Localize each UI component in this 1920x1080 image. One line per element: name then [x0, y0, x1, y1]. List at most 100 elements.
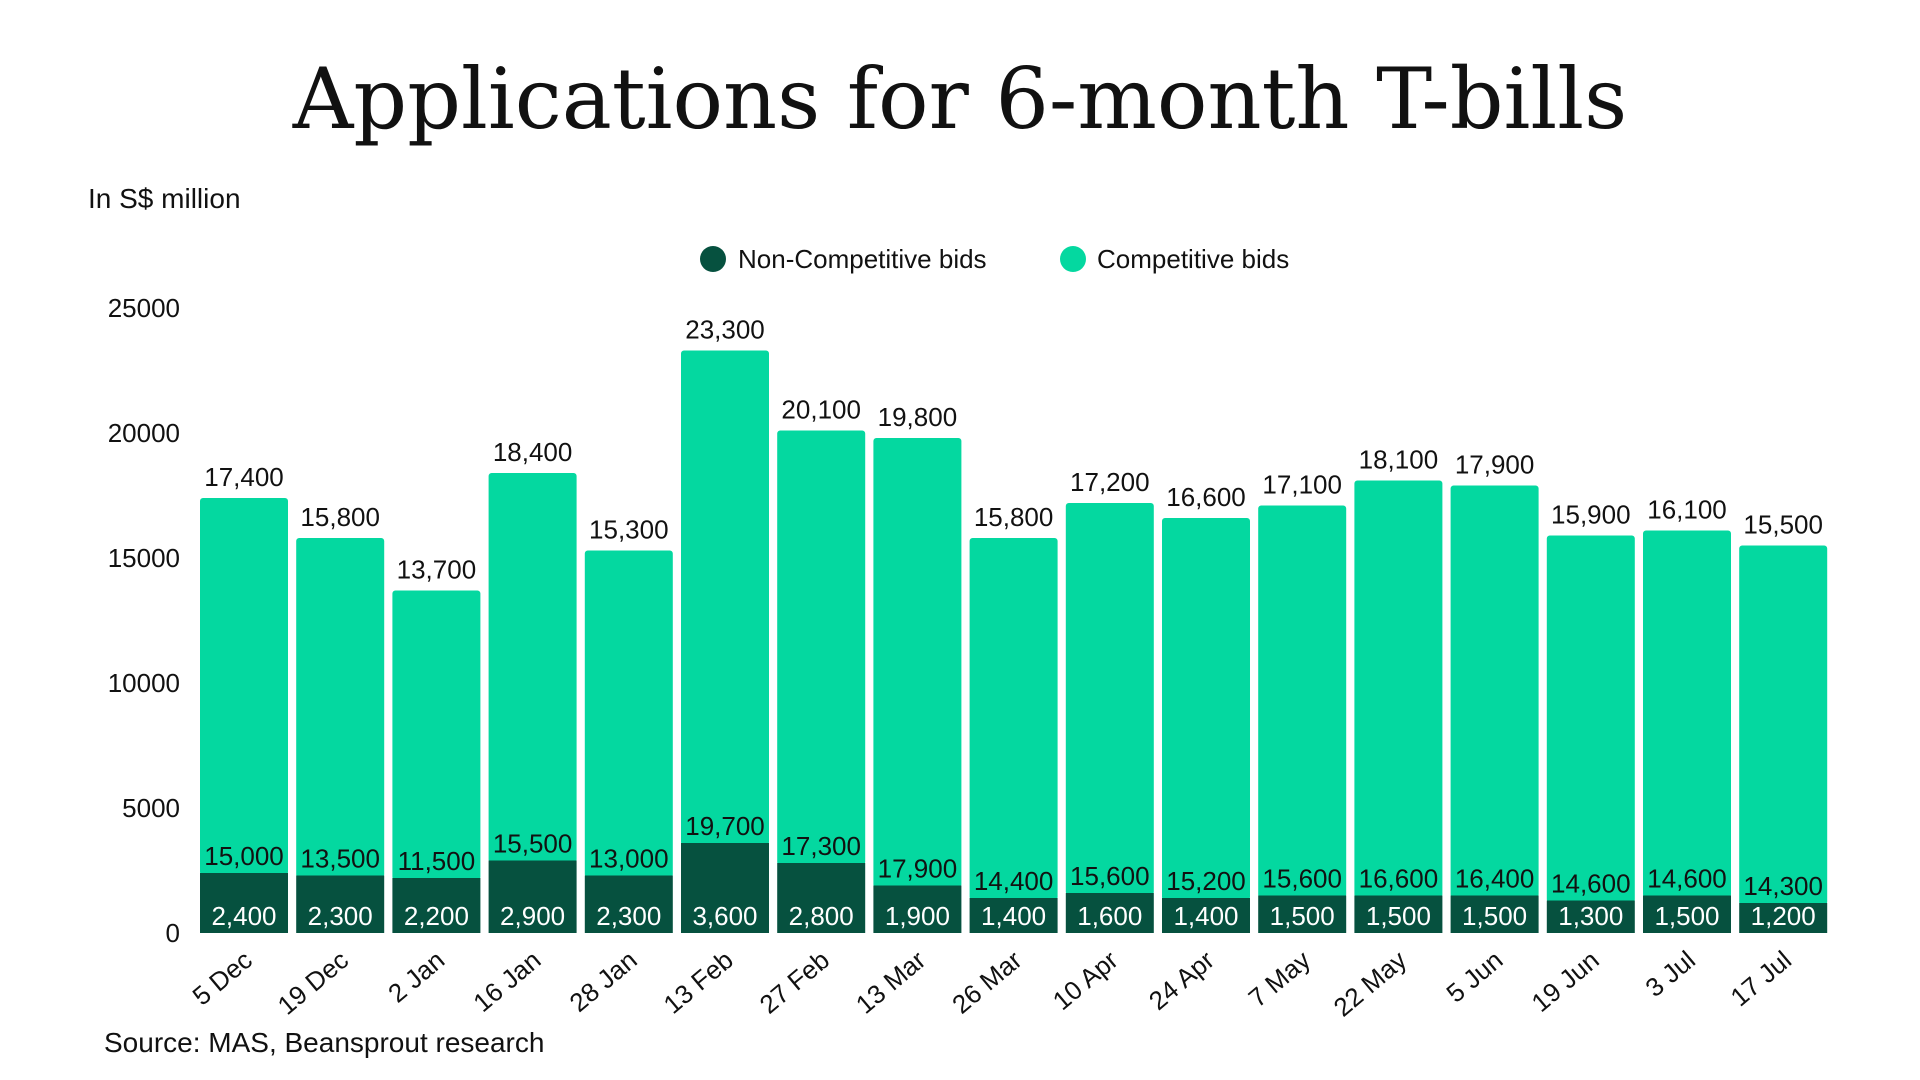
non-competitive-value-label: 1,500: [1366, 901, 1431, 931]
bar-competitive: [392, 590, 481, 880]
bar-competitive: [488, 473, 577, 863]
competitive-value-label: 13,000: [589, 844, 669, 874]
bar-non-competitive: [1354, 895, 1443, 933]
bar-group: 16,100 14,600 1,500: [1643, 495, 1731, 933]
x-tick-label: 5 Dec: [187, 945, 258, 1012]
bar-competitive: [1065, 503, 1154, 895]
total-value-label: 17,100: [1262, 470, 1342, 500]
x-tick-label: 17 Jul: [1725, 945, 1797, 1013]
bar-non-competitive: [1450, 895, 1539, 933]
bar-competitive: [1450, 485, 1539, 898]
x-tick-label: 26 Mar: [946, 944, 1028, 1019]
chart-title: Applications for 6-month T-bills: [292, 50, 1627, 148]
competitive-value-label: 19,700: [685, 811, 765, 841]
competitive-value-label: 15,600: [1070, 861, 1150, 891]
competitive-value-label: 14,300: [1743, 871, 1823, 901]
non-competitive-value-label: 1,600: [1077, 901, 1142, 931]
bar-non-competitive: [969, 898, 1058, 933]
bar-group: 16,600 15,200 1,400: [1162, 482, 1250, 933]
bar-group: 23,300 19,700 3,600: [681, 315, 769, 933]
total-value-label: 15,800: [974, 502, 1054, 532]
legend-label-competitive: Competitive bids: [1097, 244, 1289, 274]
total-value-label: 17,200: [1070, 467, 1150, 497]
total-value-label: 17,400: [204, 462, 284, 492]
competitive-value-label: 14,400: [974, 866, 1054, 896]
bars: 17,400 15,000 2,400 15,800 13,500 2,300 13,700…: [200, 315, 1828, 933]
competitive-value-label: 15,000: [204, 841, 284, 871]
non-competitive-value-label: 1,500: [1654, 901, 1719, 931]
competitive-value-label: 13,500: [300, 844, 380, 874]
total-value-label: 18,100: [1359, 445, 1439, 475]
bar-group: 18,400 15,500 2,900: [488, 437, 577, 933]
non-competitive-value-label: 2,300: [308, 901, 373, 931]
total-value-label: 16,100: [1647, 495, 1727, 525]
total-value-label: 16,600: [1166, 482, 1246, 512]
source-note: Source: MAS, Beansprout research: [104, 1027, 544, 1058]
competitive-value-label: 17,900: [878, 854, 958, 884]
non-competitive-value-label: 2,400: [211, 901, 276, 931]
bar-competitive: [1354, 480, 1443, 898]
competitive-value-label: 14,600: [1647, 864, 1727, 894]
bar-group: 15,300 13,000 2,300: [584, 515, 673, 933]
competitive-value-label: 15,200: [1166, 866, 1246, 896]
bar-non-competitive: [1739, 903, 1828, 933]
non-competitive-value-label: 2,200: [404, 901, 469, 931]
y-tick-label: 10000: [108, 668, 180, 698]
competitive-value-label: 16,400: [1455, 864, 1535, 894]
non-competitive-value-label: 1,200: [1751, 901, 1816, 931]
x-tick-label: 13 Mar: [850, 944, 932, 1019]
non-competitive-value-label: 2,800: [789, 901, 854, 931]
bar-group: 19,800 17,900 1,900: [873, 402, 962, 933]
bar-non-competitive: [1065, 893, 1154, 933]
non-competitive-value-label: 1,900: [885, 901, 950, 931]
non-competitive-value-label: 2,900: [500, 901, 565, 931]
competitive-value-label: 14,600: [1551, 869, 1631, 899]
bar-non-competitive: [392, 878, 481, 933]
non-competitive-value-label: 1,400: [981, 901, 1046, 931]
total-value-label: 18,400: [493, 437, 573, 467]
bar-group: 13,700 11,500 2,200: [392, 555, 481, 933]
bar-non-competitive: [200, 873, 288, 933]
legend-label-non-competitive: Non-Competitive bids: [738, 244, 987, 274]
competitive-value-label: 15,600: [1262, 864, 1342, 894]
y-axis: 0 5000 10000 15000 20000 25000: [108, 293, 180, 948]
x-tick-label: 10 Apr: [1047, 944, 1124, 1016]
bar-non-competitive: [1258, 895, 1347, 933]
legend-swatch-non-competitive: [700, 246, 726, 272]
x-tick-label: 3 Jul: [1640, 945, 1701, 1003]
competitive-value-label: 15,500: [493, 829, 573, 859]
total-value-label: 20,100: [781, 395, 861, 425]
x-tick-label: 13 Feb: [658, 945, 739, 1020]
non-competitive-value-label: 1,500: [1462, 901, 1527, 931]
bar-non-competitive: [1162, 898, 1250, 933]
y-axis-unit-label: In S$ million: [88, 183, 241, 214]
total-value-label: 15,300: [589, 515, 669, 545]
competitive-value-label: 11,500: [398, 846, 476, 876]
y-tick-label: 25000: [108, 293, 180, 323]
bar-non-competitive: [1546, 900, 1635, 933]
y-tick-label: 0: [166, 918, 180, 948]
x-tick-label: 7 May: [1243, 945, 1317, 1013]
bar-competitive: [1739, 545, 1828, 905]
non-competitive-value-label: 1,300: [1558, 901, 1623, 931]
bar-competitive: [777, 430, 866, 865]
bar-competitive: [1546, 535, 1635, 903]
bar-competitive: [296, 538, 385, 878]
total-value-label: 13,700: [397, 555, 477, 585]
y-tick-label: 20000: [108, 418, 180, 448]
total-value-label: 15,800: [300, 502, 380, 532]
x-tick-label: 19 Dec: [272, 945, 354, 1021]
non-competitive-value-label: 3,600: [692, 901, 757, 931]
competitive-value-label: 17,300: [781, 831, 861, 861]
bar-non-competitive: [584, 875, 673, 933]
x-tick-label: 22 May: [1328, 945, 1413, 1023]
bar-competitive: [873, 438, 962, 888]
bar-group: 15,800 14,400 1,400: [969, 502, 1058, 933]
x-tick-label: 24 Apr: [1143, 944, 1220, 1016]
x-tick-label: 2 Jan: [382, 945, 450, 1009]
x-axis: 5 Dec 19 Dec 2 Jan 16 Jan 28 Jan 13 Feb 27 Feb…: [187, 944, 1798, 1022]
total-value-label: 15,900: [1551, 500, 1631, 530]
bar-group: 17,200 15,600 1,600: [1065, 467, 1154, 933]
